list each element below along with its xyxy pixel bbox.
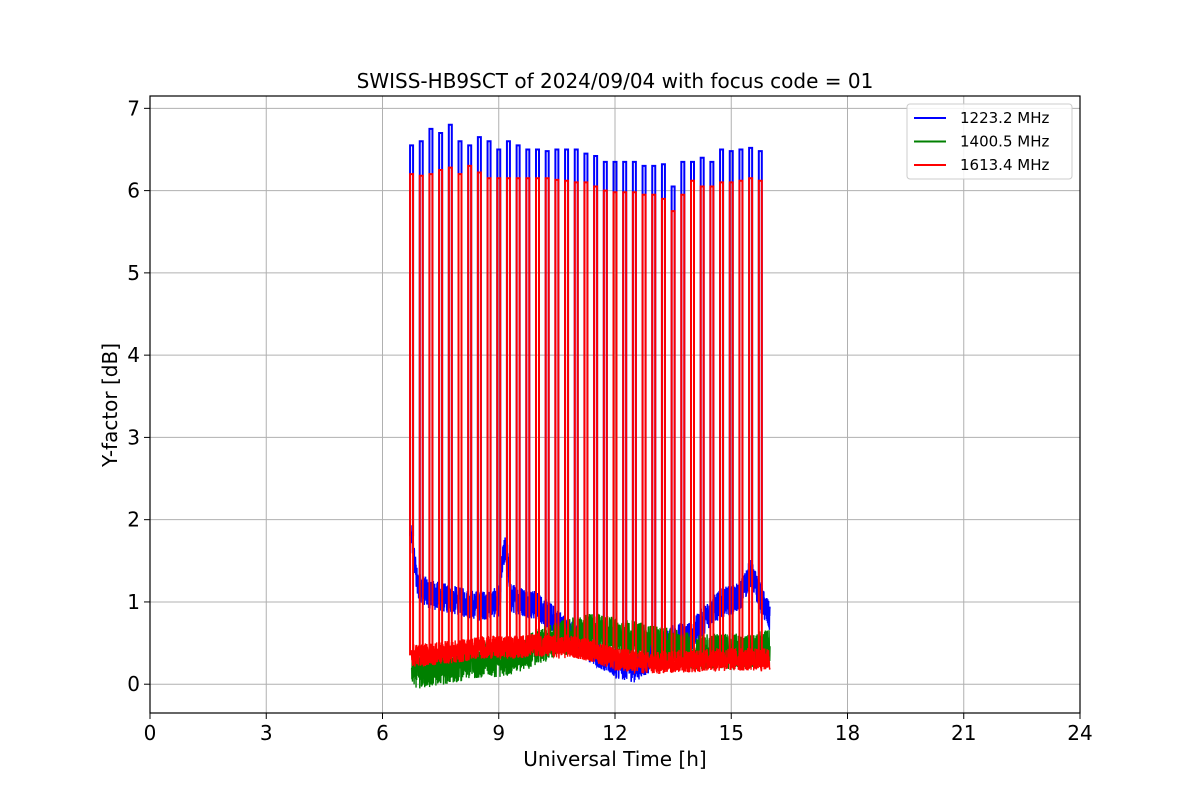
data-point — [719, 181, 725, 660]
data-point — [690, 179, 695, 662]
x-tick-label: 24 — [1067, 721, 1092, 745]
y-tick-label: 6 — [127, 179, 140, 203]
y-tick-label: 5 — [127, 261, 140, 285]
legend-label: 1223.2 MHz — [960, 109, 1049, 127]
data-point — [515, 177, 521, 648]
data-point — [709, 185, 715, 660]
data-point — [593, 185, 599, 652]
series-layer — [409, 123, 771, 689]
data-point — [748, 177, 754, 660]
data-point — [496, 177, 502, 648]
x-tick-label: 21 — [951, 721, 976, 745]
legend-label: 1613.4 MHz — [960, 156, 1049, 174]
y-tick-label: 7 — [127, 96, 140, 120]
data-point — [428, 173, 434, 655]
y-tick-label: 0 — [127, 672, 140, 696]
data-point — [670, 210, 676, 662]
legend-label: 1400.5 MHz — [960, 133, 1049, 151]
x-tick-label: 18 — [835, 721, 860, 745]
data-point — [583, 181, 589, 650]
data-point — [738, 179, 744, 660]
data-point — [651, 193, 657, 664]
chart-title: SWISS-HB9SCT of 2024/09/04 with focus co… — [357, 69, 874, 93]
x-tick-label: 3 — [260, 721, 273, 745]
data-point — [476, 171, 482, 648]
data-point — [409, 173, 415, 656]
data-point — [535, 177, 540, 645]
data-point — [622, 191, 628, 661]
y-tick-label: 2 — [127, 508, 140, 532]
series-2 — [409, 164, 771, 675]
y-axis-label: Y-factor [dB] — [98, 343, 122, 468]
x-tick-label: 15 — [719, 721, 744, 745]
data-point — [573, 181, 579, 648]
y-tick-label: 4 — [127, 343, 140, 367]
x-tick-label: 0 — [144, 721, 157, 745]
legend: 1223.2 MHz 1400.5 MHz 1613.4 MHz — [906, 103, 1073, 180]
data-point — [680, 193, 686, 662]
data-point — [631, 191, 637, 662]
data-point — [641, 193, 647, 663]
y-tick-label: 3 — [127, 425, 140, 449]
legend-box — [906, 103, 1073, 180]
data-point — [418, 174, 424, 656]
data-point — [467, 164, 473, 650]
data-point — [505, 177, 511, 648]
data-point — [699, 185, 705, 661]
data-point — [438, 169, 444, 653]
data-point — [602, 189, 608, 656]
data-point — [554, 178, 560, 648]
x-tick-label: 12 — [602, 721, 627, 745]
data-point — [728, 181, 734, 660]
data-point — [525, 177, 531, 646]
data-point — [447, 166, 453, 653]
data-point — [564, 179, 570, 648]
data-point — [660, 197, 666, 663]
y-tick-label: 1 — [127, 590, 140, 614]
data-point — [457, 173, 463, 652]
x-tick-label: 9 — [492, 721, 505, 745]
data-point — [486, 177, 492, 648]
x-tick-label: 6 — [376, 721, 389, 745]
data-point — [612, 191, 618, 660]
data-point — [757, 179, 763, 660]
data-point — [544, 177, 550, 646]
x-axis-label: Universal Time [h] — [523, 747, 706, 771]
